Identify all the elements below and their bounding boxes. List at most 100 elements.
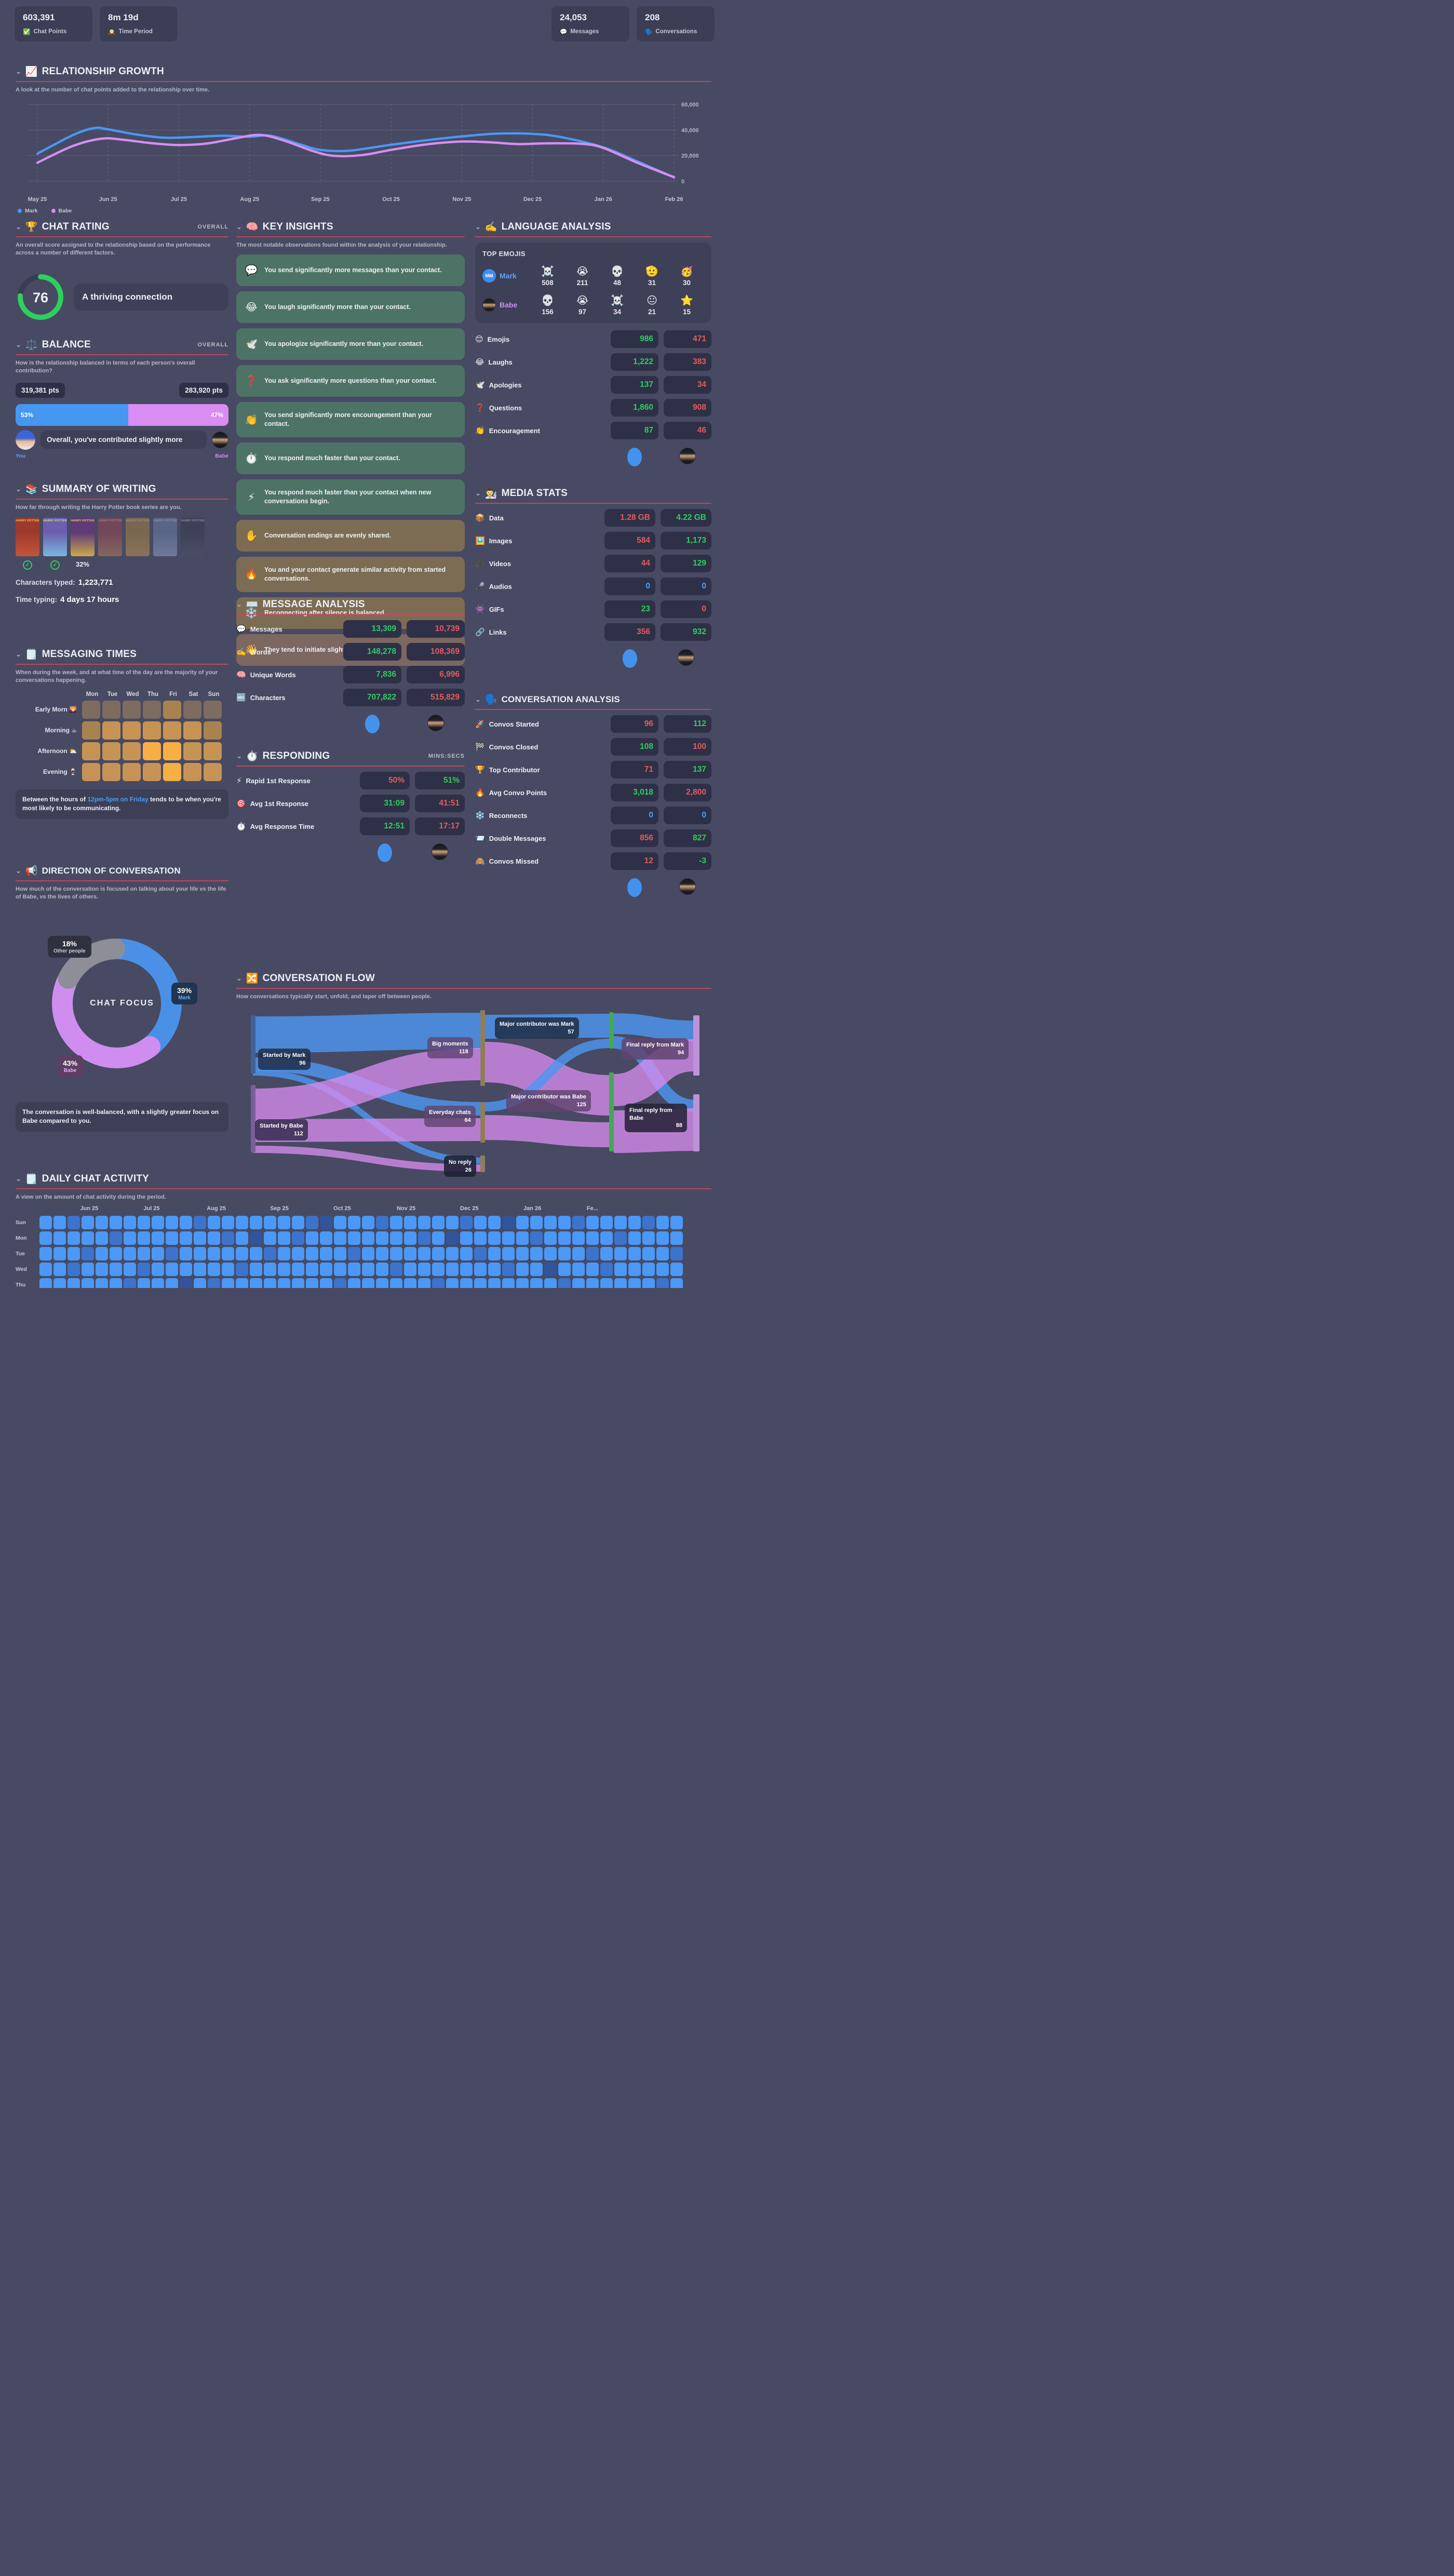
activity-cell — [110, 1263, 122, 1277]
left-points: 319,381 pts — [16, 382, 65, 398]
activity-cell — [474, 1231, 487, 1245]
activity-cell — [544, 1247, 557, 1261]
activity-cell — [404, 1263, 416, 1277]
activity-cell — [39, 1263, 52, 1277]
activity-cell — [39, 1278, 52, 1288]
activity-cell — [530, 1247, 543, 1261]
collapse-chevron-icon[interactable]: ⌄ — [475, 489, 481, 497]
collapse-chevron-icon[interactable]: ⌄ — [475, 222, 481, 231]
contact-value-pill: 908 — [664, 399, 711, 417]
activity-cell — [628, 1263, 641, 1277]
activity-cell — [82, 1231, 94, 1245]
person-name: Babe — [500, 301, 518, 309]
contact-value-pill: 41:51 — [415, 795, 465, 812]
collapse-chevron-icon[interactable]: ⌄ — [16, 1174, 21, 1183]
activity-cell — [488, 1231, 501, 1245]
chart-increasing-icon: 📈 — [25, 66, 38, 77]
stat-row-label: 🏆 Top Contributor — [475, 765, 540, 774]
heat-cell — [143, 700, 161, 719]
collapse-chevron-icon[interactable]: ⌄ — [16, 650, 21, 658]
avg-1st-response-icon: 🎯 — [236, 799, 246, 808]
book-cover: HARRY POTTER — [181, 518, 205, 557]
stat-row: 🔤 Characters 707,822 515,829 — [236, 689, 465, 706]
question-mark-icon: ❓ — [245, 374, 258, 387]
section-summary-of-writing: ⌄ 📚 SUMMARY OF WRITING How far through w… — [16, 483, 228, 604]
collapse-chevron-icon[interactable]: ⌄ — [16, 866, 21, 875]
activity-cell — [586, 1247, 599, 1261]
activity-cell — [530, 1231, 543, 1245]
avg-response-time-icon: ⏱️ — [236, 822, 246, 831]
activity-cell — [446, 1247, 459, 1261]
words-icon: ✍️ — [236, 647, 246, 656]
month-label: Dec 25 — [460, 1205, 479, 1212]
collapse-chevron-icon[interactable]: ⌄ — [475, 695, 481, 703]
activity-cell — [628, 1278, 641, 1288]
activity-cell — [670, 1278, 683, 1288]
activity-cell — [334, 1263, 346, 1277]
activity-cell — [68, 1263, 80, 1277]
activity-cell — [292, 1231, 304, 1245]
month-label: Nov 25 — [397, 1205, 416, 1212]
collapse-chevron-icon[interactable]: ⌄ — [236, 752, 242, 760]
heat-cell — [102, 762, 120, 781]
section-description: When during the week, and at what time o… — [16, 669, 218, 684]
activity-cell — [348, 1278, 360, 1288]
collapse-chevron-icon[interactable]: ⌄ — [236, 222, 242, 231]
babe-avatar — [678, 649, 694, 666]
calendar-icon: 🗒️ — [25, 649, 38, 660]
collapse-chevron-icon[interactable]: ⌄ — [16, 222, 21, 231]
sankey-node-value: 57 — [568, 1028, 574, 1035]
activity-cell — [278, 1216, 290, 1230]
activity-cell — [586, 1263, 599, 1277]
stat-row: 🔥 Avg Convo Points 3,018 2,800 — [475, 784, 711, 801]
activity-cell — [558, 1231, 571, 1245]
insight-card: ❓ You ask significantly more questions th… — [236, 365, 465, 397]
activity-cell — [390, 1247, 402, 1261]
top-emoji-cell: 🥳 30 — [669, 265, 704, 287]
activity-cell — [376, 1247, 388, 1261]
collapse-chevron-icon[interactable]: ⌄ — [16, 485, 21, 493]
stat-row-label: 🔗 Links — [475, 627, 507, 637]
activity-cell — [460, 1263, 473, 1277]
waving-hand-icon: 👋 — [245, 643, 258, 656]
activity-cell — [530, 1216, 543, 1230]
activity-cell — [642, 1216, 655, 1230]
day-label: Sun — [16, 1219, 26, 1226]
brain-icon: 🧠 — [246, 221, 259, 233]
collapse-chevron-icon[interactable]: ⌄ — [16, 340, 21, 348]
balance-scale-icon: ⚖️ — [25, 339, 38, 351]
collapse-chevron-icon[interactable]: ⌄ — [236, 600, 242, 608]
joy-emoji-icon: 😂 — [245, 301, 258, 314]
babe-avatar — [679, 878, 696, 895]
stat-row-label: 🏁 Convos Closed — [475, 742, 538, 752]
insight-card: 👏 You send significantly more encourageme… — [236, 402, 465, 438]
balance-bar-babe: 47% — [128, 404, 228, 426]
stat-value: 603,391 — [23, 12, 55, 22]
activity-cell — [614, 1231, 627, 1245]
collapse-chevron-icon[interactable]: ⌄ — [16, 67, 21, 75]
heat-cell — [163, 742, 181, 760]
contact-value-pill: 34 — [664, 376, 711, 394]
activity-cell — [250, 1278, 262, 1288]
activity-cell — [488, 1263, 501, 1277]
top-emoji-row: MM Mark ☠️ 508 😭 211 💀 48 🫡 31 🥳 30 — [482, 265, 704, 287]
contact-value-pill: 10,739 — [407, 620, 465, 638]
activity-cell — [306, 1247, 318, 1261]
activity-cell — [572, 1263, 585, 1277]
stat-row-label: 🎥 Videos — [475, 559, 511, 568]
activity-cell — [96, 1247, 108, 1261]
you-avatar — [623, 649, 637, 668]
activity-cell — [320, 1231, 332, 1245]
collapse-chevron-icon[interactable]: ⌄ — [236, 974, 242, 982]
activity-cell — [418, 1278, 430, 1288]
trophy-icon: 🏆 — [25, 221, 38, 233]
messages-icon: 💬 — [236, 624, 246, 634]
data-icon: 📦 — [475, 513, 485, 522]
section-title: RESPONDING — [262, 750, 330, 761]
heat-cell — [183, 700, 201, 719]
activity-cell — [390, 1278, 402, 1288]
stat-row: 🧠 Unique Words 7,836 6,996 — [236, 666, 465, 683]
activity-cell — [432, 1231, 445, 1245]
heat-cell — [183, 721, 201, 740]
raised-hand-icon: ✋ — [245, 529, 258, 542]
